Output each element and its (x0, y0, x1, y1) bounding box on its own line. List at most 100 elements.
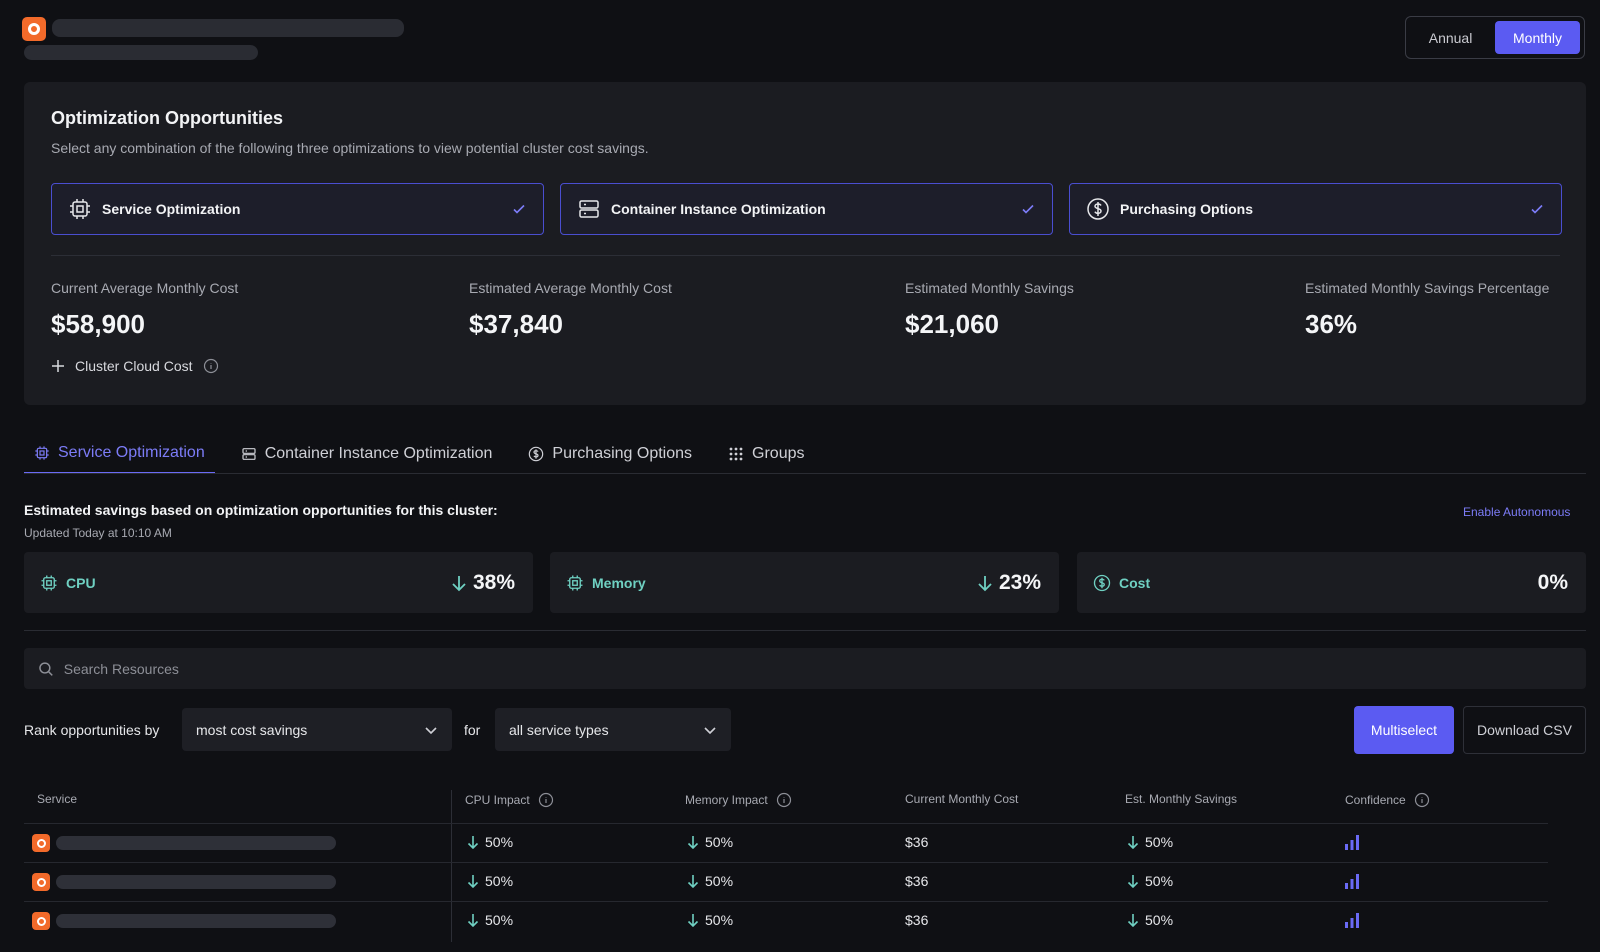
confidence-bars-icon (1345, 835, 1359, 850)
arrow-down-icon (978, 575, 992, 591)
check-icon (1531, 204, 1543, 214)
cluster-cloud-cost-toggle[interactable]: Cluster Cloud Cost (51, 358, 219, 374)
annual-button[interactable]: Annual (1428, 29, 1473, 46)
cpu-impact-value: 50% (485, 912, 514, 928)
estimated-savings-label: Estimated Monthly Savings (905, 280, 1074, 296)
tab-label: Groups (752, 445, 805, 462)
for-label: for (464, 722, 481, 738)
column-header-cpu-impact[interactable]: CPU Impact (465, 792, 554, 808)
memory-impact-value: 50% (705, 873, 734, 889)
check-icon (513, 204, 525, 214)
cpu-chip-icon (35, 446, 49, 460)
column-divider (451, 790, 452, 942)
est-savings-value: 50% (1145, 873, 1174, 889)
metric-label: Cost (1119, 574, 1151, 591)
row-divider (24, 901, 1548, 902)
column-header-memory-impact[interactable]: Memory Impact (685, 792, 792, 808)
arrow-down-icon (452, 575, 466, 591)
chevron-down-icon (425, 726, 437, 734)
arrow-down-icon (467, 875, 479, 888)
option-label: Purchasing Options (1120, 201, 1254, 217)
monthly-button[interactable]: Monthly (1495, 21, 1580, 54)
tab-service-optimization[interactable]: Service Optimization (24, 434, 215, 474)
current-cost-value: $58,900 (51, 309, 145, 339)
column-header-current-cost[interactable]: Current Monthly Cost (905, 792, 1018, 806)
server-icon (242, 448, 256, 460)
rank-select-value: most cost savings (196, 721, 308, 738)
container-instance-optimization-option[interactable]: Container Instance Optimization (560, 183, 1053, 235)
estimated-savings-value: $21,060 (905, 309, 999, 339)
grid-icon (729, 447, 743, 461)
column-header-est-savings[interactable]: Est. Monthly Savings (1125, 792, 1237, 806)
info-icon[interactable] (1414, 792, 1430, 808)
column-label: Confidence (1345, 793, 1406, 807)
arrow-down-icon (1127, 914, 1139, 927)
tab-label: Purchasing Options (552, 445, 693, 462)
tabs-divider (24, 473, 1586, 474)
memory-impact-value: 50% (705, 912, 734, 928)
tab-label: Service Optimization (58, 444, 205, 461)
search-icon (39, 661, 53, 676)
current-cost-value: $36 (905, 834, 929, 850)
estimated-cost-label: Estimated Average Monthly Cost (469, 280, 672, 296)
cluster-subtitle-placeholder (24, 45, 258, 60)
dollar-circle-icon (1093, 574, 1111, 591)
column-header-confidence[interactable]: Confidence (1345, 792, 1430, 808)
est-savings-value: 50% (1145, 912, 1174, 928)
info-icon[interactable] (203, 358, 219, 374)
rank-select[interactable]: most cost savings (182, 708, 452, 751)
cpu-metric-card: CPU 38% (24, 552, 533, 613)
column-label: CPU Impact (465, 793, 530, 807)
metric-label: Memory (592, 574, 646, 591)
column-label: Service (37, 792, 78, 806)
cpu-impact-value: 50% (485, 834, 514, 850)
memory-metric-card: Memory 23% (550, 552, 1059, 613)
metric-value: 0% (1537, 570, 1568, 594)
cost-metric-card: Cost 0% (1077, 552, 1586, 613)
est-savings-value: 50% (1145, 834, 1174, 850)
metric-value: 38% (472, 570, 515, 594)
column-label: Est. Monthly Savings (1125, 792, 1238, 806)
info-icon[interactable] (538, 792, 554, 808)
cluster-cloud-cost-label: Cluster Cloud Cost (75, 358, 193, 374)
arrow-down-icon (1127, 836, 1139, 849)
option-label: Container Instance Optimization (611, 201, 826, 217)
tab-container-instance-optimization[interactable]: Container Instance Optimization (231, 434, 503, 474)
service-type-select[interactable]: all service types (495, 708, 731, 751)
panel-title: Optimization Opportunities (51, 108, 283, 128)
purchasing-options-option[interactable]: Purchasing Options (1069, 183, 1562, 235)
cluster-name-placeholder (52, 19, 404, 37)
column-header-service[interactable]: Service (37, 792, 77, 806)
cpu-chip-icon (41, 575, 57, 590)
optimization-opportunities-panel (24, 82, 1586, 405)
arrow-down-icon (1127, 875, 1139, 888)
confidence-bars-icon (1345, 913, 1359, 928)
service-name-placeholder (56, 875, 336, 889)
section-divider (24, 630, 1586, 631)
row-divider (24, 823, 1548, 824)
service-name-placeholder (56, 836, 336, 850)
service-logo (32, 873, 50, 891)
search-box (24, 648, 1586, 689)
memory-chip-icon (567, 575, 583, 590)
download-csv-button[interactable]: Download CSV (1463, 706, 1586, 754)
memory-impact-value: 50% (705, 834, 734, 850)
service-logo (32, 912, 50, 930)
arrow-down-icon (687, 836, 699, 849)
service-optimization-option[interactable]: Service Optimization (51, 183, 544, 235)
multiselect-button[interactable]: Multiselect (1354, 706, 1454, 754)
estimated-cost-value: $37,840 (469, 309, 563, 339)
info-icon[interactable] (776, 792, 792, 808)
tab-groups[interactable]: Groups (718, 434, 814, 474)
tab-purchasing-options[interactable]: Purchasing Options (518, 434, 702, 474)
plus-icon (52, 360, 64, 372)
search-input[interactable] (63, 660, 1572, 677)
current-cost-value: $36 (905, 912, 929, 928)
arrow-down-icon (467, 914, 479, 927)
period-toggle: Annual Monthly (1405, 16, 1585, 59)
savings-percentage-value: 36% (1305, 309, 1358, 339)
confidence-bars-icon (1345, 874, 1359, 889)
enable-autonomous-link[interactable]: Enable Autonomous (1463, 505, 1571, 519)
arrow-down-icon (687, 875, 699, 888)
rank-label: Rank opportunities by (24, 722, 160, 738)
